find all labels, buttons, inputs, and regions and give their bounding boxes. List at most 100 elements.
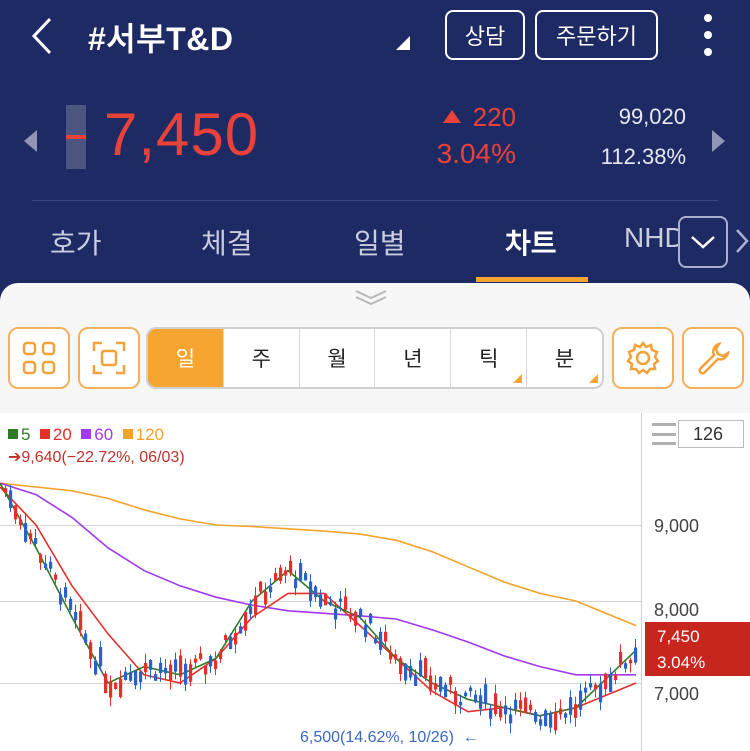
candle [409,666,413,678]
candle [424,657,428,679]
candle [284,570,288,576]
candle [359,608,363,617]
candle [414,674,418,686]
candle [474,694,478,703]
candle [89,642,93,659]
tab-trades[interactable]: 체결 [201,228,253,259]
period-tick[interactable]: 틱 [450,329,526,387]
candle [294,578,298,589]
candle [369,613,373,624]
fullscreen-button[interactable] [78,327,140,389]
active-tab-indicator [476,277,588,282]
candle [434,683,438,690]
ma-legend: 5 20 60 120 [8,425,164,445]
layout-grid-button[interactable] [8,327,70,389]
back-icon[interactable] [28,16,58,56]
ma20-line [0,486,637,717]
candle [599,683,603,703]
tab-chart[interactable]: 차트 [505,228,557,259]
chevron-right-icon[interactable] [735,228,749,254]
candle [529,704,533,711]
candle [229,636,233,650]
settings-button[interactable] [612,327,674,389]
candle [569,697,573,715]
tab-orderbook[interactable]: 호가 [50,228,102,259]
menu-icon[interactable] [652,423,676,445]
candle [14,505,18,520]
candle [289,560,293,573]
more-icon[interactable] [700,14,716,56]
legend-ma120: 120 [122,425,164,444]
candle [259,581,263,592]
drag-handle-icon[interactable] [354,287,388,307]
candle [279,567,283,581]
bar-count-box[interactable]: 126 [678,420,744,448]
period-month[interactable]: 월 [298,329,375,387]
candle [304,573,308,581]
candle [604,673,608,690]
candle [209,656,213,667]
next-stock-icon[interactable] [712,130,725,152]
wrench-icon [698,341,730,375]
consult-button[interactable]: 상담 [445,10,525,60]
candle [34,538,38,544]
candle [479,695,483,709]
candle [504,705,508,715]
period-minute[interactable]: 분 [526,329,602,387]
candle [154,674,158,681]
candle [339,598,343,602]
candle [544,710,548,727]
candle [249,606,253,615]
prev-stock-icon[interactable] [24,130,37,152]
candle [164,667,168,674]
candle [619,651,623,665]
candle [374,637,378,644]
chevron-down-icon [691,236,715,249]
max-price-label: ➔9,640(−22.72%, 06/03) [8,449,185,466]
period-day[interactable]: 일 [148,329,223,387]
candle [384,631,388,642]
tools-button[interactable] [682,327,744,389]
period-year[interactable]: 년 [374,329,450,387]
candle [469,687,473,692]
candle [454,690,458,706]
candle [439,677,443,692]
candle [114,682,118,689]
expand-tabs-button[interactable] [678,216,728,268]
legend-ma60: 60 [81,425,113,444]
candle [194,658,198,663]
candle [24,523,28,542]
period-week[interactable]: 주 [222,329,299,387]
stock-chart[interactable]: 5 20 60 120 ➔9,640(−22.72%, 06/03) 6,500… [0,413,750,751]
candle [224,635,228,640]
candle [519,700,523,709]
candle [429,675,433,692]
candle [524,697,528,714]
candle [189,664,193,682]
candle [379,631,383,650]
candle [559,708,563,715]
candle [484,684,488,704]
stock-select-icon[interactable] [396,36,410,50]
candle [389,651,393,660]
y-tick: 8,000 [654,600,700,620]
candle [404,663,408,681]
tab-daily[interactable]: 일별 [354,228,406,259]
candle [489,709,493,719]
candle [539,719,543,726]
tab-nhd[interactable]: NHD [624,222,684,253]
order-button[interactable]: 주문하기 [535,10,658,60]
candle [499,708,503,718]
candle [609,673,613,693]
candle [334,608,338,620]
candle [54,574,58,580]
candle [49,561,53,569]
candle [4,488,8,494]
candle [99,647,103,667]
candle [244,612,248,631]
candle [419,660,423,677]
candle [309,581,313,601]
candle [94,660,98,675]
stock-title[interactable]: #서부T&D [88,21,234,57]
candle [129,672,133,681]
